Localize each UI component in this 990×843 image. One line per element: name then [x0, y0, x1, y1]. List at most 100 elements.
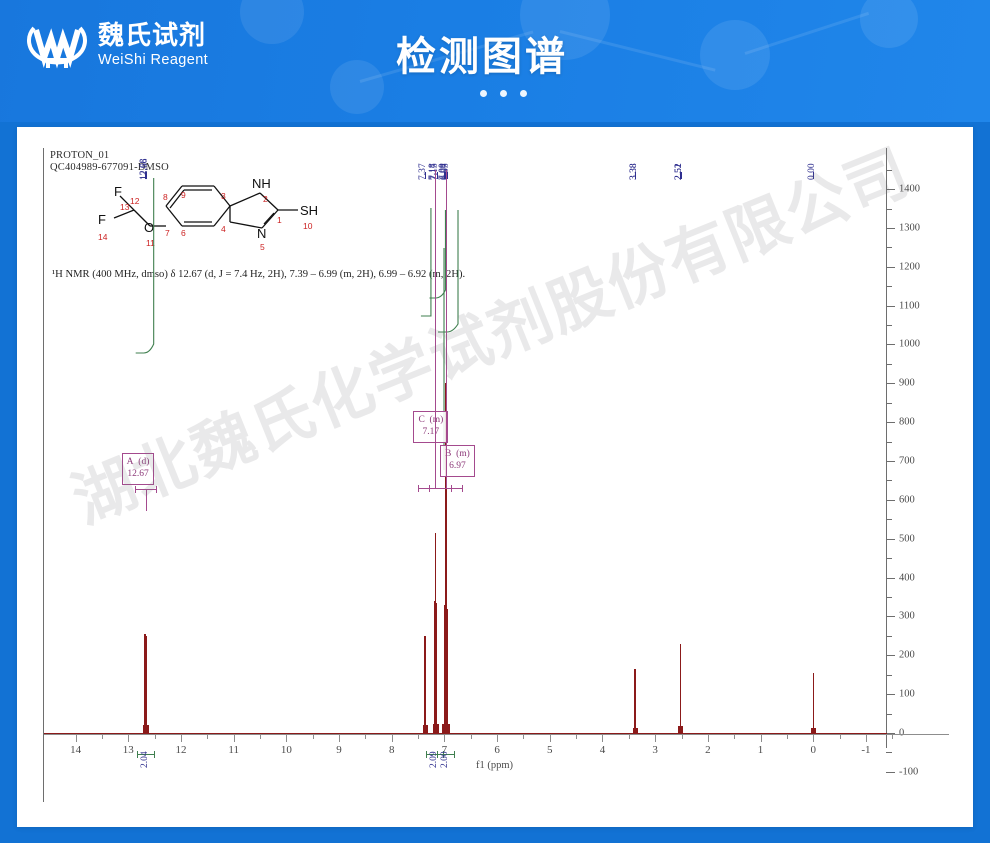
y-tick-label: 0: [899, 727, 905, 739]
y-tick: [886, 422, 895, 424]
y-tick-label: 600: [899, 494, 915, 506]
y-tick-label: 1300: [899, 222, 920, 234]
y-minor-tick: [886, 635, 892, 637]
x-minor-tick: [576, 734, 578, 739]
x-tick: [813, 734, 815, 742]
spectrum-peak-foot: [632, 727, 638, 733]
spectrum-peak: [812, 672, 814, 733]
y-tick-label: 500: [899, 533, 915, 545]
x-minor-tick: [734, 734, 736, 739]
atom-number-9: 9: [181, 190, 186, 200]
y-tick-label: 700: [899, 455, 915, 467]
atom-number-8: 8: [163, 192, 168, 202]
atom-number-6: 6: [181, 228, 186, 238]
x-tick-label: 5: [547, 744, 553, 756]
peak-label-leader: [444, 172, 446, 179]
spectrum-peak-foot: [434, 724, 440, 733]
y-tick-label: 1100: [899, 300, 920, 312]
peak-ppm-label: 7.37: [418, 163, 429, 180]
y-tick: [886, 266, 895, 268]
nmr-plot: PROTON_01 QC404989-677091-DMSO: [43, 148, 949, 802]
multiplet-box-b: B (m) 6.97: [440, 445, 475, 477]
y-minor-tick: [886, 480, 892, 482]
multiplet-id: B (m): [445, 449, 470, 459]
multiplet-shift: 6.97: [449, 461, 466, 472]
peak-label-leader: [635, 172, 637, 179]
weishi-logo-icon: [26, 14, 88, 76]
multiplet-box-a: A (d) 12.67: [121, 453, 155, 485]
x-minor-tick: [681, 734, 683, 739]
y-minor-tick: [886, 208, 892, 210]
x-minor-tick: [470, 734, 472, 739]
y-minor-tick: [886, 674, 892, 676]
decor-molecule-4: [330, 60, 384, 114]
spectrum-peak: [634, 668, 636, 733]
x-tick: [865, 734, 867, 742]
multiplet-drop-line: [145, 489, 147, 511]
atom-number-3: 3: [221, 191, 226, 201]
y-minor-tick: [886, 597, 892, 599]
y-tick-label: 900: [899, 377, 915, 389]
peak-label-leader: [436, 172, 438, 179]
decor-molecule-2: [700, 20, 770, 90]
y-tick: [886, 227, 895, 229]
y-minor-tick: [886, 752, 892, 754]
x-tick-label: 6: [494, 744, 500, 756]
nmr-assignment-text: ¹H NMR (400 MHz, dmso) δ 12.67 (d, J = 7…: [52, 269, 466, 280]
atom-number-12: 12: [130, 196, 140, 206]
peak-label-leader: [434, 172, 436, 179]
x-tick: [339, 734, 341, 742]
atom-number-5: 5: [260, 242, 265, 252]
atom-number-11: 11: [146, 238, 155, 248]
x-minor-tick: [260, 734, 262, 739]
peak-label-leader: [447, 172, 449, 179]
peak-ppm-label: 2.51: [674, 163, 685, 180]
spectrum-peak: [445, 391, 447, 733]
y-minor-tick: [886, 441, 892, 443]
y-tick: [886, 383, 895, 385]
x-tick: [602, 734, 604, 742]
peak-label-leader: [813, 172, 815, 179]
multiplet-range-cap: [429, 485, 463, 492]
dot-icon-2: [500, 90, 507, 97]
x-minor-tick: [207, 734, 209, 739]
atom-number-1: 1: [277, 215, 282, 225]
spectrum-peak: [679, 643, 682, 733]
integral-range-bar: [437, 751, 455, 758]
y-tick: [886, 538, 895, 540]
atom-label-NH2: NH: [252, 176, 271, 191]
x-tick-label: 12: [175, 744, 187, 756]
banner-dots: [480, 90, 527, 97]
x-tick-label: 9: [336, 744, 342, 756]
y-tick: [886, 344, 895, 346]
x-minor-tick: [418, 734, 420, 739]
multiplet-shift: 7.17: [422, 427, 440, 438]
x-tick-label: 3: [652, 744, 658, 756]
integral-range-bar: [136, 751, 155, 758]
multiplet-drop-line: [446, 170, 447, 488]
x-tick: [444, 734, 446, 742]
multiplet-id: A (d): [126, 457, 150, 467]
x-tick: [180, 734, 182, 742]
dot-icon-3: [520, 90, 527, 97]
x-tick-label: 11: [228, 744, 239, 756]
y-minor-tick: [886, 519, 892, 521]
y-tick: [886, 305, 895, 307]
spectrum-peak: [443, 604, 446, 733]
x-tick: [233, 734, 235, 742]
spectrum-card: PROTON_01 QC404989-677091-DMSO: [17, 127, 973, 827]
y-tick: [886, 577, 895, 579]
y-tick: [886, 694, 895, 696]
peak-label-leader: [445, 172, 447, 179]
y-minor-tick: [886, 363, 892, 365]
spectrum-experiment-name: PROTON_01: [50, 150, 110, 161]
spectrum-sample-id: QC404989-677091-DMSO: [50, 162, 169, 174]
x-minor-tick: [839, 734, 841, 739]
spectrum-peak-foot: [143, 725, 149, 733]
spectrum-header: PROTON_01 QC404989-677091-DMSO: [50, 150, 169, 175]
x-tick-label: -1: [861, 744, 871, 756]
x-tick: [760, 734, 762, 742]
integral-curve-segment: [429, 210, 447, 299]
x-tick: [391, 734, 393, 742]
x-tick-label: 1: [757, 744, 764, 756]
